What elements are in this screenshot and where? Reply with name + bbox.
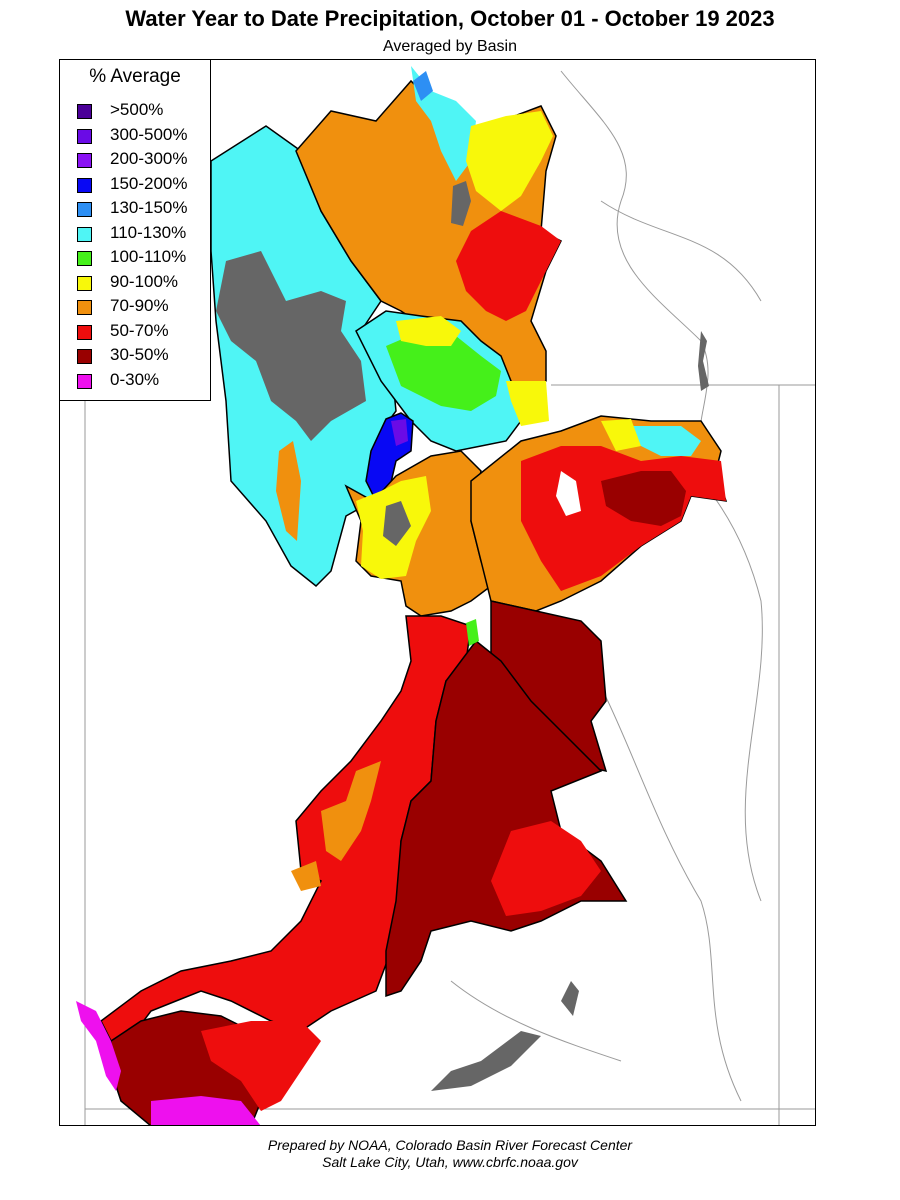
legend-label: 130-150% [110,198,188,217]
red-escalante [491,821,601,916]
legend-label: >500% [110,100,164,119]
cyan-uinta-east [631,426,701,456]
legend-swatch [77,202,92,217]
orange-sevier-b [291,861,321,891]
legend-label: 30-50% [110,345,169,364]
legend-label: 70-90% [110,296,169,315]
legend-swatch [77,251,92,266]
yellow-north [466,111,553,211]
legend-label: 110-130% [110,222,187,242]
legend-label: 50-70% [110,320,169,340]
reservoir-lake-powell [431,1031,541,1091]
red-north [456,211,561,321]
gray-bear-lake [451,181,471,226]
red-uinta [521,446,726,591]
legend-swatch [77,324,92,340]
river-line-e [450,980,622,1062]
legend-label: 150-200% [110,173,188,193]
legend-swatch [77,128,92,144]
river-line-a [560,70,709,462]
yellow-east-weber [506,381,549,426]
yellow-weber [396,316,461,346]
basin-map-svg [60,66,815,1125]
green-spot [466,619,479,646]
map-subtitle: Averaged by Basin [382,38,517,55]
legend: % Average >500% 300-500% 200-300% 150-200% 1… [59,59,211,401]
yellow-uinta-east [601,419,641,451]
reservoir-b [561,981,579,1016]
magenta-virgin-west [76,1001,121,1091]
footer-location: Salt Lake City, Utah, www.cbrfc.noaa.gov [322,1154,578,1170]
legend-label: 0-30% [110,369,160,389]
basin-escalante [385,639,628,998]
orange-patch-west [276,441,301,541]
legend-label: 90-100% [110,271,179,291]
gray-great-salt-lake [216,251,366,441]
legend-swatch [77,153,92,168]
gray-utah-lake [383,501,411,546]
precipitation-map [59,59,816,1126]
legend-label: 300-500% [110,124,188,144]
blue-north [413,71,433,101]
legend-swatch [77,104,92,119]
white-uinta [556,471,581,516]
legend-swatch [77,373,92,389]
magenta-virgin [151,1096,261,1125]
map-title: Water Year to Date Precipitation, Octobe… [125,6,775,31]
legend-swatch [77,226,92,242]
legend-label: 200-300% [110,149,188,168]
legend-swatch [77,349,92,364]
reservoir-a [698,331,709,391]
darkred-uinta [601,471,686,526]
green-weber [386,331,501,411]
footer-credit: Prepared by NOAA, Colorado Basin River F… [267,1137,633,1153]
orange-sevier [321,761,381,861]
legend-swatch [77,300,92,315]
river-line-b [600,200,762,302]
red-virgin [201,1021,321,1111]
legend-label: 100-110% [110,247,187,266]
purple-provo [391,419,408,446]
gray-lakes [431,331,709,1091]
legend-title: % Average [89,66,181,87]
legend-swatch [77,275,92,291]
legend-swatch [77,177,92,193]
